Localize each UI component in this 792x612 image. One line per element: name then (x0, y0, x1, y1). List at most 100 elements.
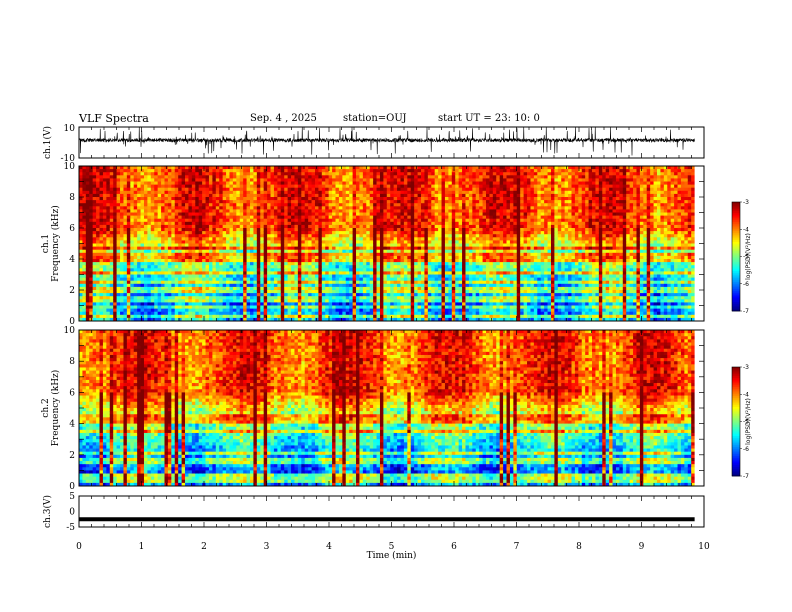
spectro-cell (116, 274, 121, 278)
spectro-cell (174, 206, 179, 210)
spectro-cell (301, 252, 306, 257)
spectro-cell (99, 169, 104, 173)
spectro-cell (383, 252, 388, 257)
spectro-cell (167, 237, 172, 241)
spectro-cell (133, 293, 138, 297)
spectro-cell (260, 206, 265, 210)
spectro-cell (328, 175, 333, 179)
spectro-cell (393, 181, 398, 185)
spectro-cell (212, 228, 217, 232)
spectro-cell (328, 237, 333, 241)
spectro-cell (400, 311, 405, 316)
spectro-cell (314, 184, 319, 189)
spectro-cell (366, 280, 371, 285)
spectro-cell (219, 193, 224, 198)
spectro-cell (96, 255, 100, 260)
spectro-cell (342, 299, 347, 303)
spectro-cell (338, 296, 343, 300)
spectro-cell (284, 197, 289, 201)
spectro-cell (352, 314, 357, 319)
spectro-cell (379, 215, 384, 220)
spectro-cell (267, 203, 271, 207)
spectro-cell (208, 221, 213, 226)
spectro-cell (89, 296, 94, 300)
spectro-cell (314, 280, 319, 285)
spectro-cell (212, 290, 217, 294)
spectro-cell (102, 209, 107, 213)
spectro-cell (390, 283, 395, 288)
spectro-cell (188, 193, 193, 198)
spectro-cell (284, 181, 289, 185)
spectro-cell (349, 280, 354, 285)
spectro-cell (195, 166, 200, 170)
spectro-cell (318, 224, 323, 229)
spectro-cell (386, 293, 391, 297)
spectro-cell (150, 166, 155, 170)
spectro-cell (174, 271, 179, 275)
spectro-cell (359, 240, 364, 244)
spectro-cell (366, 240, 371, 244)
spectro-cell (133, 262, 138, 266)
spectro-cell (198, 271, 203, 275)
spectro-cell (256, 283, 261, 288)
spectro-cell (273, 240, 278, 244)
spectro-cell (342, 212, 347, 216)
spectro-cell (359, 190, 364, 195)
spectro-cell (407, 317, 412, 322)
spectro-cell (123, 200, 128, 204)
spectro-cell (174, 203, 179, 207)
spectro-cell (250, 271, 254, 275)
spectro-cell (123, 265, 128, 269)
spectro-cell (157, 234, 162, 238)
spectro-cell (379, 286, 384, 291)
spectro-cell (277, 290, 282, 294)
spectro-cell (239, 237, 244, 241)
spectro-cell (208, 274, 213, 278)
spectro-cell (400, 271, 405, 275)
spectro-cell (82, 274, 87, 278)
spectro-cell (191, 286, 196, 291)
spectro-cell (96, 169, 100, 173)
spectro-cell (407, 255, 412, 260)
spectro-cell (133, 290, 138, 294)
spectro-cell (178, 184, 182, 189)
spectro-cell (137, 228, 141, 232)
spectro-cell (167, 200, 172, 204)
spectro-cell (167, 234, 172, 238)
spectro-cell (116, 280, 121, 285)
spectro-cell (212, 224, 217, 229)
spectro-cell (82, 234, 87, 238)
spectro-cell (236, 317, 241, 322)
spectro-cell (133, 234, 138, 238)
spectro-cell (325, 252, 330, 257)
spectro-cell (208, 311, 213, 316)
spectro-cell (126, 175, 131, 179)
spectro-cell (246, 209, 251, 213)
spectro-cell (250, 240, 254, 244)
spectro-cell (260, 271, 265, 275)
spectro-cell (400, 259, 405, 263)
spectro-cell (304, 299, 309, 303)
spectro-cell (328, 249, 333, 254)
spectro-cell (123, 212, 128, 216)
spectro-cell (314, 308, 319, 313)
spectro-cell (185, 286, 189, 291)
spectro-cell (82, 268, 87, 272)
spectro-cell (335, 314, 340, 319)
spectro-cell (287, 305, 292, 309)
spectro-cell (386, 299, 391, 303)
spectro-cell (314, 317, 319, 322)
spectro-cell (219, 215, 224, 220)
spectro-cell (229, 265, 234, 269)
spectro-cell (89, 314, 94, 319)
spectro-cell (270, 172, 275, 176)
spectro-cell (126, 249, 131, 254)
spectro-cell (359, 203, 364, 207)
spectro-cell (308, 277, 312, 282)
start-time-label: start UT = 23: 10: 0 (438, 113, 540, 124)
spectro-cell (161, 206, 165, 210)
spectro-cell (400, 228, 405, 232)
spectro-cell (376, 203, 381, 207)
spectro-cell (304, 259, 309, 263)
spectro-cell (400, 187, 405, 192)
